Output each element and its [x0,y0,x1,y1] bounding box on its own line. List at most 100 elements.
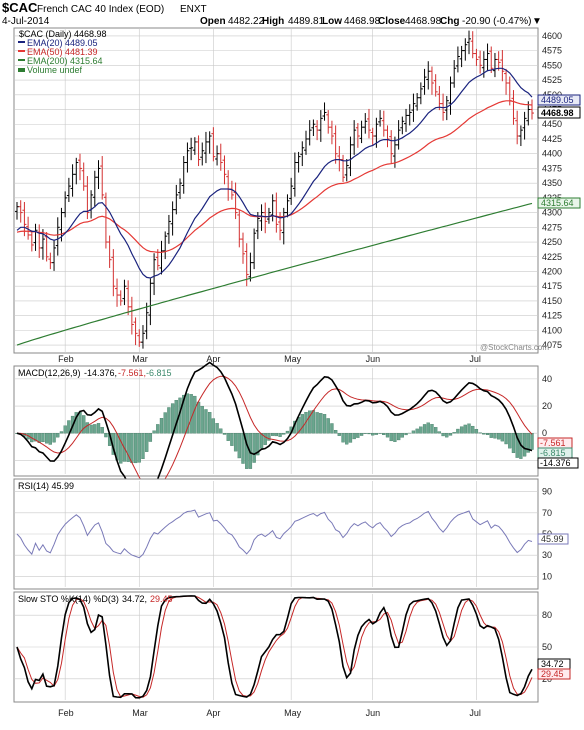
high-label: High [262,16,284,27]
macd-histogram-bar [97,423,100,433]
month-label: Feb [58,354,74,364]
sto-tick-label: 80 [542,610,552,620]
price-tick-label: 4100 [542,325,562,335]
macd-histogram-bar [53,433,56,442]
macd-histogram-bar [493,433,496,438]
sto-tick-label: 50 [542,642,552,652]
settings-dropdown-icon[interactable]: ▼ [532,16,542,27]
macd-histogram-bar [156,424,159,433]
price-tick-label: 4525 [542,75,562,85]
legend-ema50-swatch [18,50,25,52]
price-tick-label: 4150 [542,296,562,306]
macd-histogram-bar [501,433,504,441]
month-label-bottom: Apr [206,708,220,718]
macd-histogram-bar [86,422,89,433]
macd-histogram-bar [78,412,81,433]
macd-histogram-bar [312,410,315,433]
macd-histogram-bar [64,426,67,434]
month-label: Jun [366,354,381,364]
price-tick-label: 4200 [542,266,562,276]
symbol: $CAC [2,0,38,15]
macd-histogram-bar [238,433,241,458]
macd-histogram-bar [223,433,226,434]
sto-legend: Slow STO %K(14) %D(3) 34.72, 29.45 [18,594,173,604]
macd-histogram-bar [164,413,167,434]
close-value: 4468.98 [405,16,442,27]
macd-histogram-bar [386,433,389,437]
macd-histogram-bar [282,433,285,434]
macd-histogram-bar [393,433,396,442]
sto-legend-d: 29.45 [150,594,173,604]
macd-histogram-bar [145,433,148,452]
index-name: French CAC 40 Index (EOD) [37,4,164,15]
macd-histogram-bar [160,418,163,433]
macd-legend-hist: -6.815 [146,368,172,378]
price-tick-label: 4450 [542,119,562,129]
macd-histogram-bar [390,433,393,441]
legend-ema20-swatch [18,41,25,43]
badge-macd-line: -14.376 [540,458,571,468]
macd-histogram-bar [334,430,337,433]
macd-histogram-bar [423,424,426,433]
macd-histogram-bar [230,433,233,445]
badge-ema200: 4315.64 [541,198,574,208]
macd-histogram-bar [338,433,341,436]
macd-tick-label: 20 [542,401,552,411]
macd-histogram-bar [471,426,474,433]
macd-histogram-bar [442,433,445,436]
macd-histogram-bar [360,433,363,435]
macd-legend: MACD(12,26,9) -14.376, -7.561, -6.815 [18,368,172,378]
badge-rsi: 45.99 [541,534,564,544]
macd-histogram-bar [141,433,144,459]
month-label-bottom: May [284,708,302,718]
macd-histogram-bar [279,433,282,437]
chg-value: -20.90 (-0.47%) [462,16,531,27]
macd-tick-label: 0 [542,428,547,438]
macd-histogram-bar [56,433,59,437]
open-label: Open [200,16,226,27]
macd-histogram-bar [401,433,404,437]
price-tick-label: 4375 [542,163,562,173]
sto-legend-label: Slow STO %K(14) %D(3) [18,594,119,604]
macd-histogram-bar [397,433,400,440]
macd-histogram-bar [234,433,237,451]
badge-macd-hist: -6.815 [540,448,566,458]
rsi-legend: RSI(14) 45.99 [18,481,74,491]
macd-histogram-bar [342,433,345,442]
macd-histogram-bar [445,433,448,437]
macd-histogram-bar [301,414,304,433]
macd-histogram-bar [93,424,96,433]
macd-histogram-bar [375,433,378,434]
macd-histogram-bar [212,419,215,434]
rsi-tick-label: 30 [542,550,552,560]
macd-histogram-bar [82,415,85,433]
macd-histogram-bar [60,432,63,434]
price-tick-label: 4550 [542,60,562,70]
macd-histogram-bar [330,423,333,433]
macd-histogram-bar [171,404,174,434]
low-label: Low [322,16,342,27]
macd-histogram-bar [316,412,319,433]
badge-ema20: 4489.05 [541,95,574,105]
macd-histogram-bar [349,433,352,442]
macd-histogram-bar [460,427,463,434]
macd-histogram-bar [216,423,219,433]
macd-histogram-bar [416,429,419,433]
macd-histogram-bar [253,433,256,462]
low-value: 4468.98 [344,16,381,27]
macd-histogram-bar [434,427,437,433]
macd-histogram-bar [323,414,326,433]
badge-sto-d: 29.45 [541,669,564,679]
macd-histogram-bar [197,402,200,433]
macd-histogram-bar [101,427,104,433]
price-tick-label: 4400 [542,149,562,159]
macd-histogram-bar [453,432,456,433]
macd-histogram-bar [508,433,511,448]
macd-histogram-bar [523,433,526,456]
price-tick-label: 4225 [542,252,562,262]
macd-histogram-bar [41,433,44,442]
macd-histogram-bar [482,433,485,434]
price-tick-label: 4300 [542,208,562,218]
badge-sto-k: 34.72 [541,659,564,669]
